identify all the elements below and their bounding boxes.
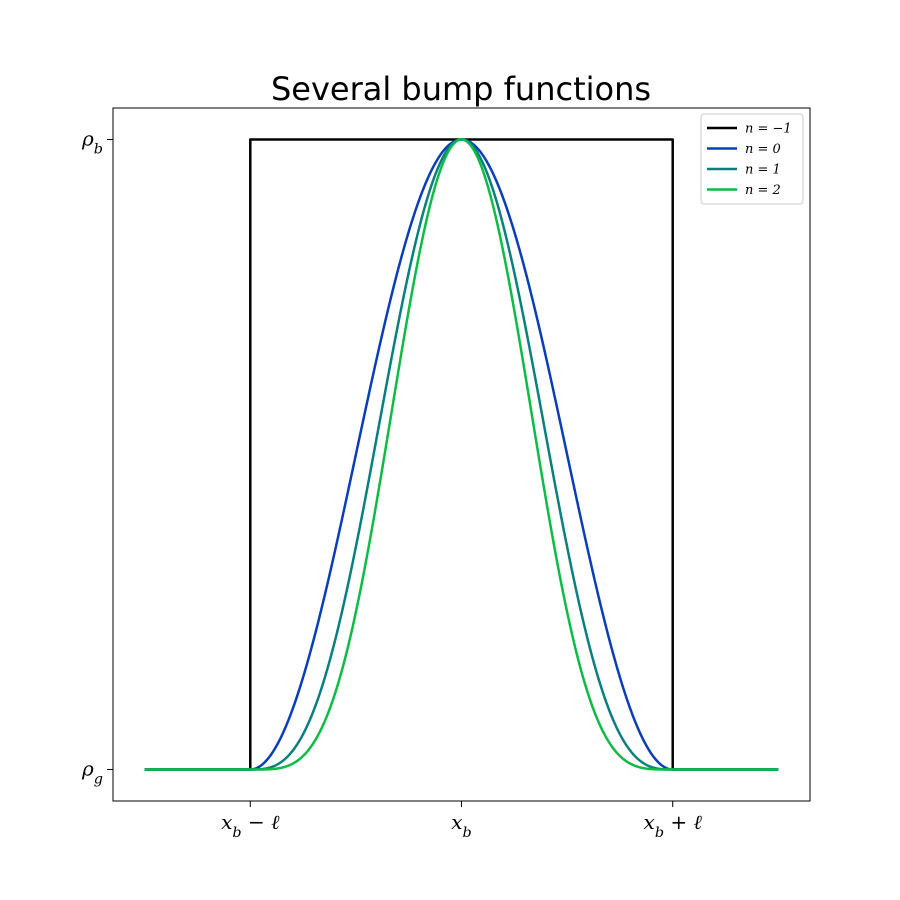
plot-frame <box>112 107 811 802</box>
series-layer <box>144 138 779 771</box>
y-tick-label-1: ρb <box>81 127 103 158</box>
x-tick-label-2: xb + ℓ <box>644 810 703 841</box>
legend-label-n0: n = 0 <box>745 142 781 157</box>
legend-label-n1: n = 1 <box>745 163 781 178</box>
x-tick-label-1: xb <box>451 810 472 841</box>
legend: n = −1 n = 0 n = 1 n = 2 <box>700 113 804 205</box>
series-line-n0 <box>144 138 779 771</box>
legend-label-n-1: n = −1 <box>745 122 792 137</box>
tick-layer: xb − ℓ xb xb + ℓ ρg ρb <box>81 127 703 842</box>
series-line-n2 <box>144 138 779 771</box>
legend-label-n2: n = 2 <box>745 183 781 198</box>
x-tick-label-0: xb − ℓ <box>221 810 280 841</box>
series-line-n-1 <box>144 138 779 771</box>
legend-box <box>700 113 804 205</box>
y-tick-label-0: ρg <box>81 757 103 788</box>
chart-title: Several bump functions <box>271 70 651 108</box>
series-line-n1 <box>144 138 779 771</box>
